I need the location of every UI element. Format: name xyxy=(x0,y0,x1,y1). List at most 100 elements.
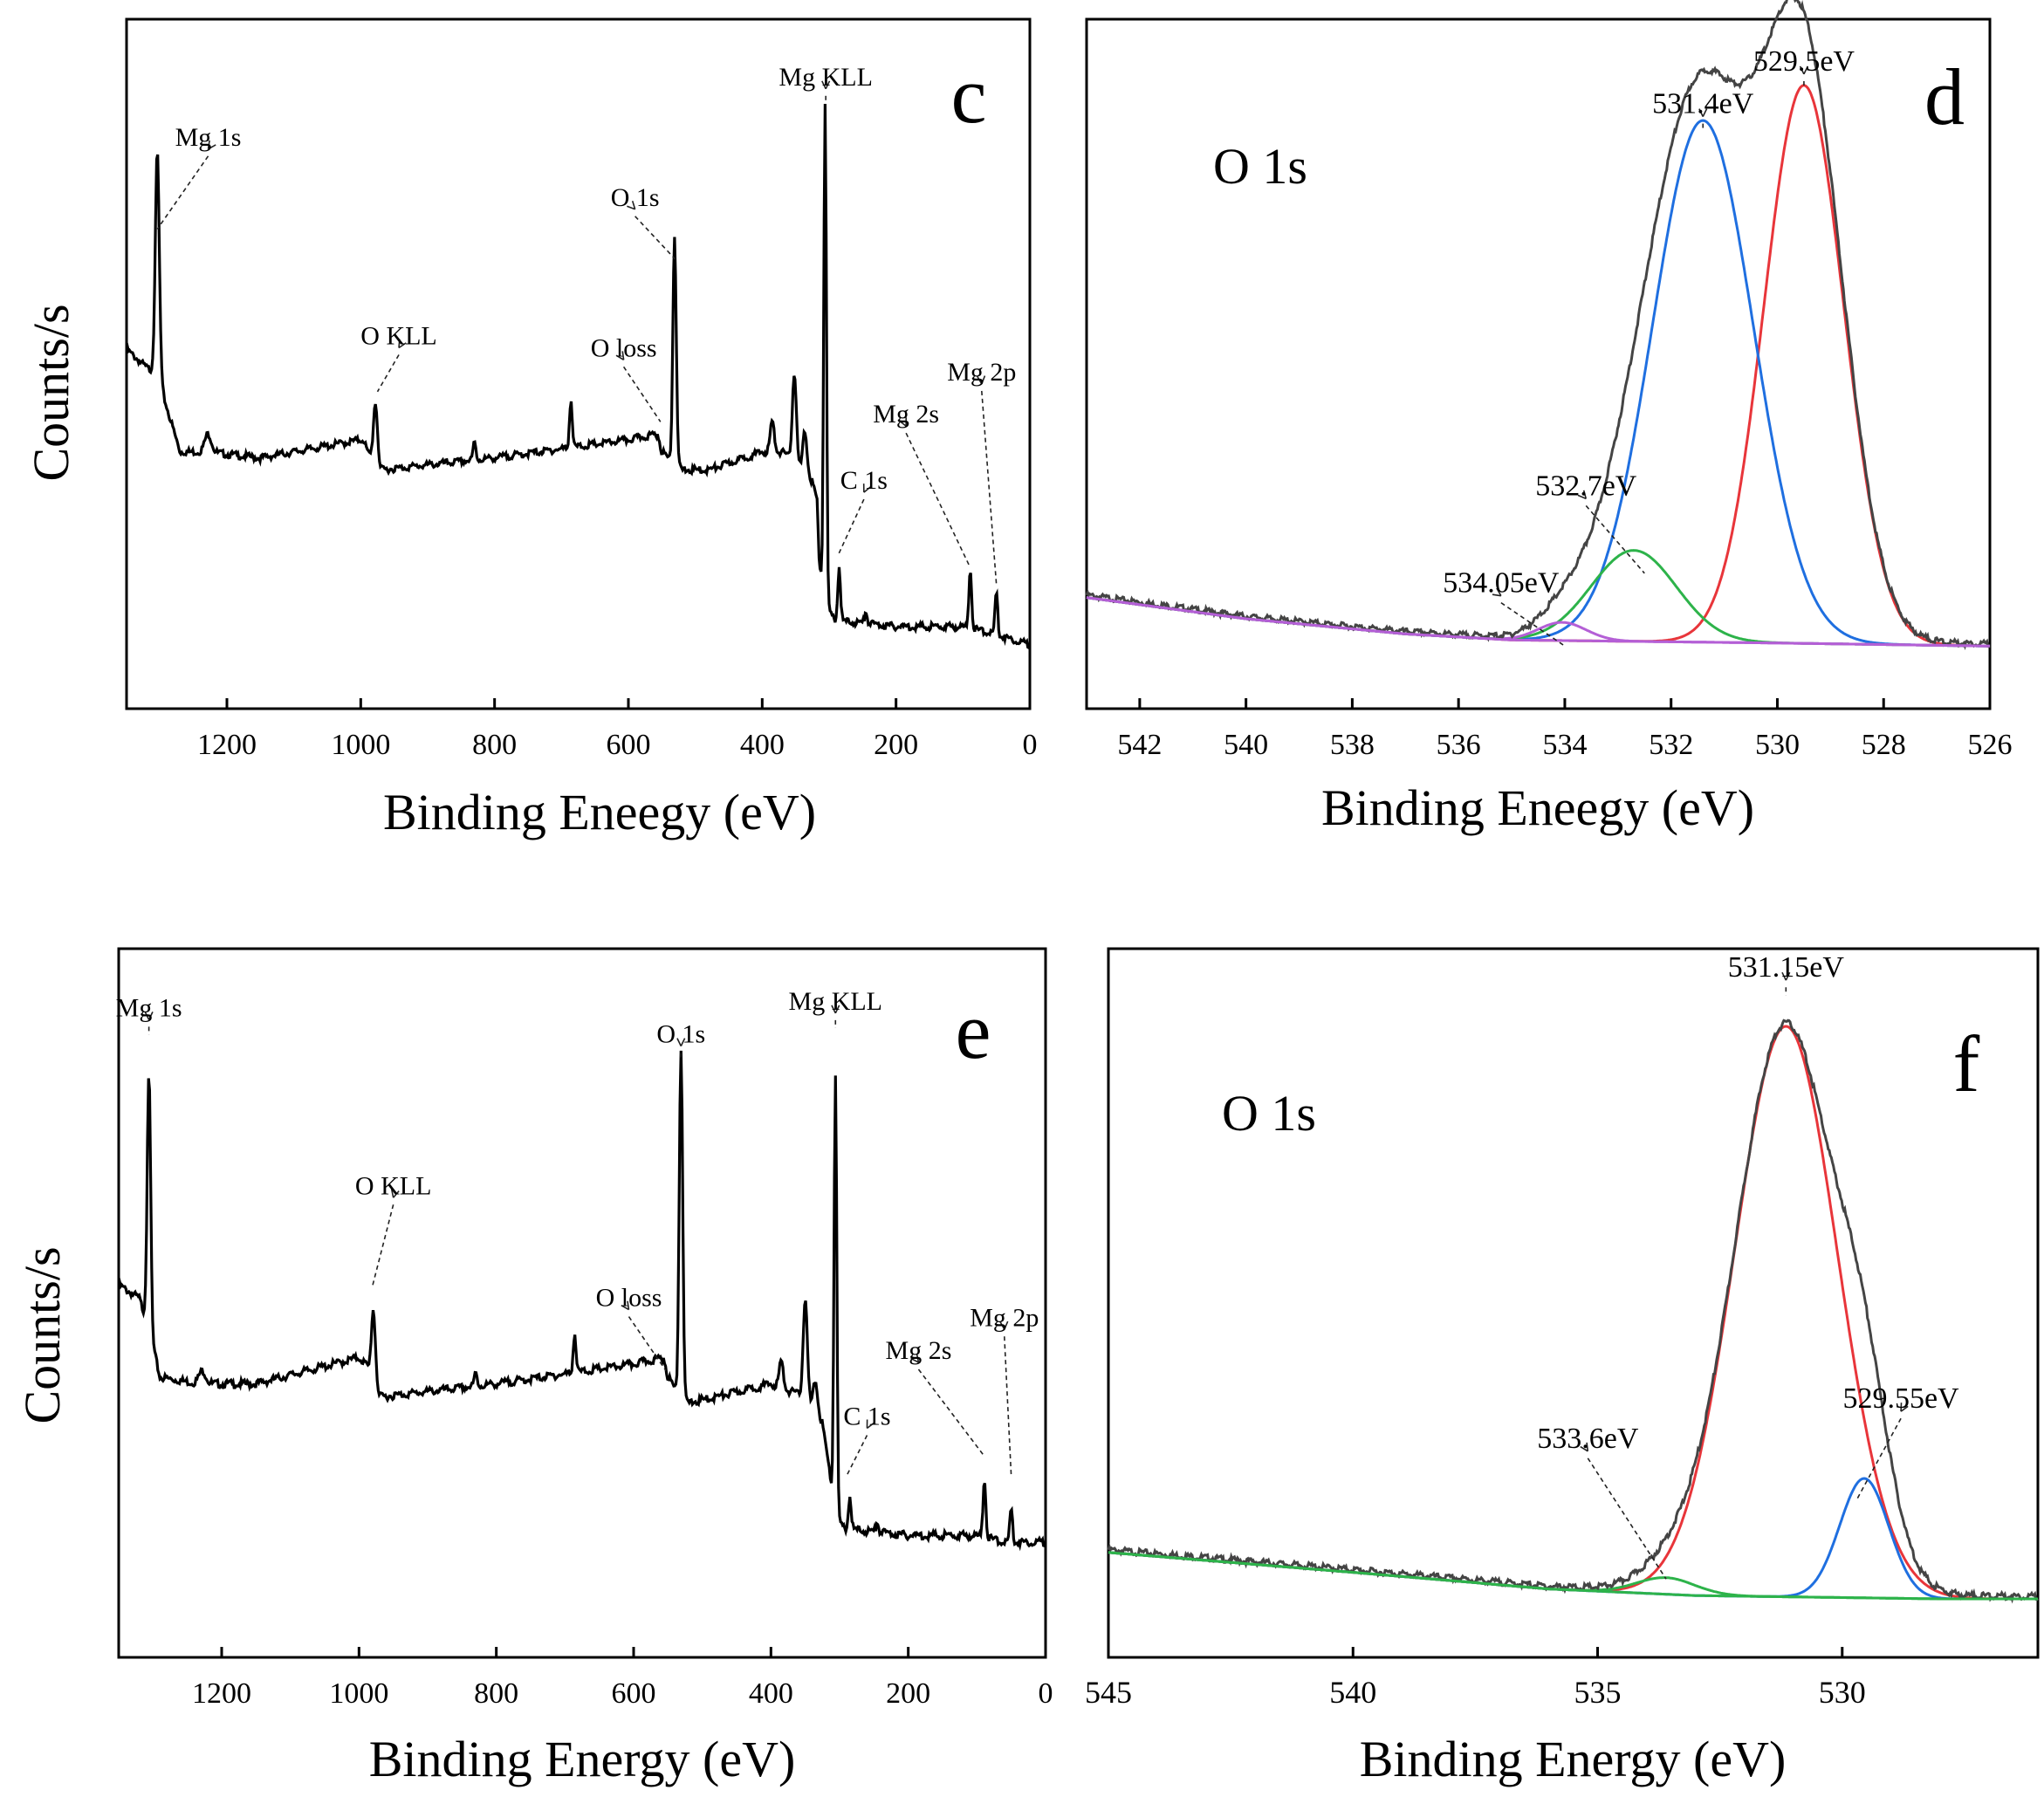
x-tick-label: 1000 xyxy=(329,1677,388,1710)
annotation-arrowhead xyxy=(977,375,986,385)
panel-e-ylabel: Counts/s xyxy=(14,1246,71,1423)
x-tick-label: 535 xyxy=(1574,1675,1622,1710)
x-tick-label: 200 xyxy=(874,729,918,761)
annotation-arrow xyxy=(981,390,998,585)
annotation-arrowhead xyxy=(1900,1403,1909,1412)
annotation-arrowhead xyxy=(621,1300,630,1311)
baseline xyxy=(1108,1551,2038,1601)
annotation-label: Mg 2s xyxy=(873,400,939,429)
envelope xyxy=(1107,1019,2039,1604)
x-tick-label: 542 xyxy=(1117,729,1162,761)
x-tick-label: 0 xyxy=(1039,1677,1053,1710)
annotation-arrow xyxy=(905,432,971,567)
annotation-arrowhead xyxy=(676,1038,686,1046)
x-tick-label: 600 xyxy=(612,1677,656,1710)
panel-f-plot xyxy=(1107,1019,2039,1604)
annotation-label: Mg KLL xyxy=(789,987,883,1016)
annotation-label: C 1s xyxy=(843,1403,890,1431)
annotation-arrow xyxy=(372,1204,394,1286)
annotation-label: Mg 2p xyxy=(947,358,1016,387)
annotation-arrowhead xyxy=(862,484,872,493)
panel-c-ticks: 1200 1000 800 600 400 200 0 xyxy=(197,698,1038,761)
annotation-label: O loss xyxy=(591,333,657,362)
annotation-arrow xyxy=(622,366,662,422)
annotation-arrowhead xyxy=(390,1189,400,1198)
annotation-arrowhead xyxy=(821,80,831,90)
x-tick-label: 530 xyxy=(1819,1675,1866,1710)
baseline xyxy=(1086,596,1991,648)
annotation-label: Mg 1s xyxy=(175,123,242,152)
x-tick-label: 400 xyxy=(740,729,785,761)
annotation-arrowhead xyxy=(898,417,908,427)
annotation-arrow xyxy=(634,216,676,260)
annotation-label: 529.55eV xyxy=(1842,1382,1959,1415)
x-tick-label: 200 xyxy=(886,1677,930,1710)
panel-d-annotations: 529.5eV 531.4eV 532.7eV 534.05eV xyxy=(1443,45,1855,647)
annotation-arrow xyxy=(1587,1457,1667,1580)
x-tick-label: 1200 xyxy=(197,729,257,761)
panel-f-annotations: 531.15eV 529.55eV 533.6eV xyxy=(1537,951,1959,1580)
panel-d-xlabel: Binding Eneegy (eV) xyxy=(1321,779,1754,836)
panel-d-frame xyxy=(1085,17,1992,710)
panel-d-inset-label: O 1s xyxy=(1213,138,1307,195)
annotation-label: Mg 1s xyxy=(116,993,182,1022)
panel-e-annotations: Mg 1s O KLL O 1s Mg KLL O loss C 1s Mg 2s Mg 2p xyxy=(116,987,1039,1477)
x-tick-label: 0 xyxy=(1023,729,1038,761)
annotation-arrowhead xyxy=(831,1005,840,1014)
panel-f-ticks: 545 540 535 530 xyxy=(1085,1647,1866,1710)
panel-e: e Counts/s Binding Energy (eV) 1200 1000 8… xyxy=(14,947,1053,1787)
annotation-arrow xyxy=(1004,1336,1012,1477)
annotation-label: O 1s xyxy=(656,1020,705,1049)
x-tick-label: 600 xyxy=(607,729,651,761)
annotation-arrow xyxy=(628,1316,667,1372)
annotation-arrow xyxy=(846,1435,868,1477)
annotation-arrow xyxy=(838,498,865,555)
annotation-arrowhead xyxy=(207,140,216,150)
panel-e-letter: e xyxy=(956,986,991,1075)
x-tick-label: 400 xyxy=(749,1677,793,1710)
annotation-label: Mg 2p xyxy=(970,1303,1039,1332)
annotation-arrowhead xyxy=(866,1419,875,1430)
panel-e-ticks: 1200 1000 800 600 400 200 0 xyxy=(192,1647,1053,1710)
annotation-arrowhead xyxy=(999,1320,1009,1330)
annotation-arrowhead xyxy=(910,1354,920,1363)
x-tick-label: 800 xyxy=(474,1677,518,1710)
x-tick-label: 534 xyxy=(1542,729,1587,761)
panel-f-frame xyxy=(1107,947,2040,1659)
x-tick-label: 1000 xyxy=(331,729,390,761)
annotation-label: 531.15eV xyxy=(1728,951,1845,984)
annotation-label: 532.7eV xyxy=(1535,470,1637,502)
annotation-arrow xyxy=(1585,504,1645,574)
annotation-arrowhead xyxy=(1781,971,1791,981)
series-survey xyxy=(125,103,1031,650)
x-tick-label: 545 xyxy=(1085,1675,1132,1710)
annotation-arrowhead xyxy=(615,351,625,360)
annotation-label: O KLL xyxy=(360,322,436,351)
panel-c-ylabel: Counts/s xyxy=(23,304,79,481)
x-tick-label: 532 xyxy=(1649,729,1693,761)
panel-f: f O 1s Binding Energy (eV) 545 540 535 530 … xyxy=(1085,947,2040,1787)
x-tick-label: 536 xyxy=(1437,729,1481,761)
panel-f-xlabel: Binding Energy (eV) xyxy=(1360,1731,1787,1787)
x-tick-label: 800 xyxy=(472,729,517,761)
annotation-arrowhead xyxy=(144,1012,154,1020)
panel-d-plot xyxy=(1085,0,1991,650)
annotation-label: 529.5eV xyxy=(1753,45,1855,78)
envelope xyxy=(1085,0,1991,650)
annotation-arrowhead xyxy=(1577,490,1588,500)
x-tick-label: 538 xyxy=(1330,729,1375,761)
annotation-label: O 1s xyxy=(611,183,660,212)
annotation-arrowhead xyxy=(1492,587,1502,597)
panel-d-ticks: 542 540 538 536 534 532 530 528 526 xyxy=(1117,698,2013,761)
panel-f-inset-label: O 1s xyxy=(1222,1085,1316,1142)
annotation-label: 531.4eV xyxy=(1652,88,1754,120)
annotation-arrowhead xyxy=(1580,1442,1589,1452)
annotation-label: O KLL xyxy=(355,1171,431,1200)
panel-c-annotations: Mg 1s O KLL O 1s O loss Mg KLL C 1s Mg 2s Mg 2p xyxy=(156,63,1016,585)
x-tick-label: 530 xyxy=(1755,729,1800,761)
annotation-arrow xyxy=(376,354,400,393)
panel-c-frame xyxy=(125,17,1032,710)
annotation-arrowhead xyxy=(398,339,407,349)
panel-c-letter: c xyxy=(951,51,987,140)
